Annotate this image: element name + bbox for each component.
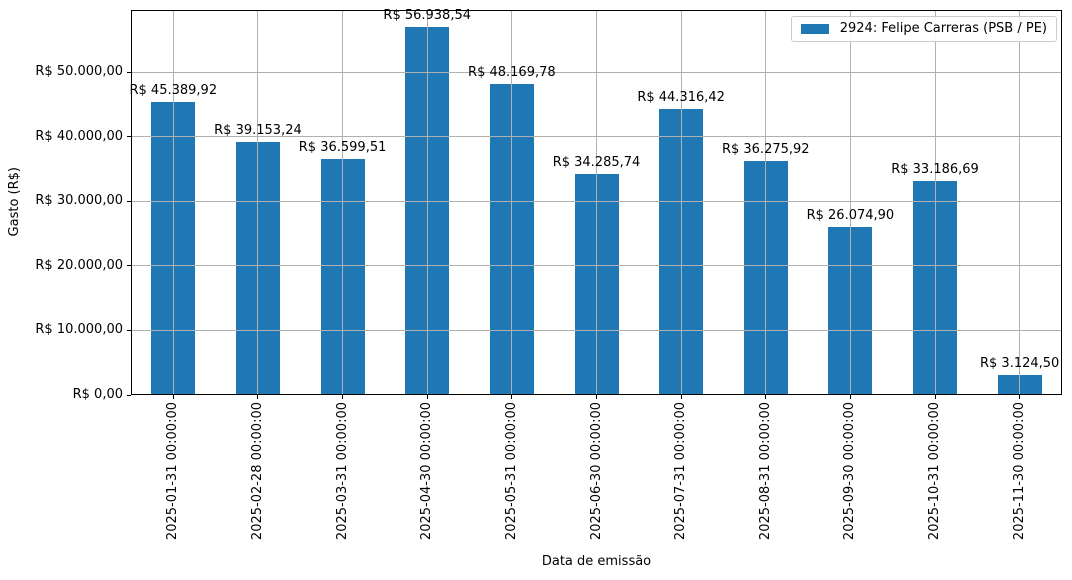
y-gridline xyxy=(131,136,1062,138)
x-tick-mark xyxy=(426,395,428,399)
x-tick-label: 2025-02-28 00:00:00 xyxy=(249,402,265,541)
x-gridline xyxy=(849,10,851,395)
bar-value-label: R$ 26.074,90 xyxy=(806,207,895,223)
y-gridline xyxy=(131,329,1062,331)
bar-value-label: R$ 56.938,54 xyxy=(383,8,472,24)
y-tick-mark xyxy=(127,265,131,267)
x-tick-mark xyxy=(257,395,259,399)
y-tick-label: R$ 40.000,00 xyxy=(35,128,123,144)
x-gridline xyxy=(342,10,344,395)
x-tick-label: 2025-06-30 00:00:00 xyxy=(588,402,604,541)
y-tick-label: R$ 30.000,00 xyxy=(35,193,123,209)
x-tick-label: 2025-04-30 00:00:00 xyxy=(419,402,435,541)
y-axis-title: Gasto (R$) xyxy=(7,167,22,237)
bar-value-label: R$ 45.389,92 xyxy=(129,82,218,98)
x-gridline xyxy=(596,10,597,395)
x-tick-mark xyxy=(172,395,174,399)
bar-value-label: R$ 48.169,78 xyxy=(468,64,556,80)
y-gridline xyxy=(131,265,1062,267)
x-gridline xyxy=(172,10,174,395)
x-gridline xyxy=(257,10,259,395)
y-gridline xyxy=(131,71,1062,73)
x-tick-mark xyxy=(342,395,344,399)
bar-value-label: R$ 36.275,92 xyxy=(721,141,810,157)
bar-value-label: R$ 44.316,42 xyxy=(637,89,725,105)
x-tick-label: 2025-07-31 00:00:00 xyxy=(673,402,689,541)
x-tick-mark xyxy=(849,395,851,399)
x-tick-mark xyxy=(596,395,597,399)
x-tick-label: 2025-01-31 00:00:00 xyxy=(165,402,181,541)
y-tick-mark xyxy=(127,136,131,138)
y-tick-mark xyxy=(127,329,131,331)
x-tick-label: 2025-10-31 00:00:00 xyxy=(927,402,943,541)
legend: 2924: Felipe Carreras (PSB / PE) xyxy=(790,16,1057,42)
x-tick-label: 2025-11-30 00:00:00 xyxy=(1011,402,1027,541)
x-tick-mark xyxy=(680,395,682,399)
bar-value-label: R$ 3.124,50 xyxy=(980,355,1060,371)
x-tick-mark xyxy=(511,395,513,399)
x-tick-mark xyxy=(934,395,936,399)
legend-label: 2924: Felipe Carreras (PSB / PE) xyxy=(839,21,1047,36)
bar-value-label: R$ 36.599,51 xyxy=(298,139,387,155)
x-gridline xyxy=(934,10,936,395)
y-tick-label: R$ 50.000,00 xyxy=(35,64,123,79)
x-gridline xyxy=(511,10,513,395)
bar-value-label: R$ 33.186,69 xyxy=(891,161,979,177)
y-tick-mark xyxy=(127,394,131,396)
bar-value-label: R$ 34.285,74 xyxy=(552,154,641,170)
y-tick-label: R$ 0,00 xyxy=(72,387,123,402)
x-tick-label: 2025-03-31 00:00:00 xyxy=(334,402,350,541)
x-tick-label: 2025-08-31 00:00:00 xyxy=(757,402,773,541)
x-axis-title: Data de emissão xyxy=(541,554,652,569)
x-gridline xyxy=(680,10,682,395)
bar-value-label: R$ 39.153,24 xyxy=(214,123,302,139)
x-gridline xyxy=(426,10,428,395)
x-gridline xyxy=(765,10,767,395)
x-tick-mark xyxy=(1019,395,1021,399)
x-tick-mark xyxy=(765,395,767,399)
x-tick-label: 2025-09-30 00:00:00 xyxy=(842,402,858,541)
x-tick-label: 2025-05-31 00:00:00 xyxy=(503,402,519,541)
y-gridline xyxy=(131,200,1062,202)
x-gridline xyxy=(1019,10,1021,395)
y-tick-mark xyxy=(127,71,131,73)
y-tick-label: R$ 10.000,00 xyxy=(35,322,123,338)
y-tick-label: R$ 20.000,00 xyxy=(35,257,123,273)
y-tick-mark xyxy=(127,200,131,202)
legend-swatch-icon xyxy=(800,24,829,34)
